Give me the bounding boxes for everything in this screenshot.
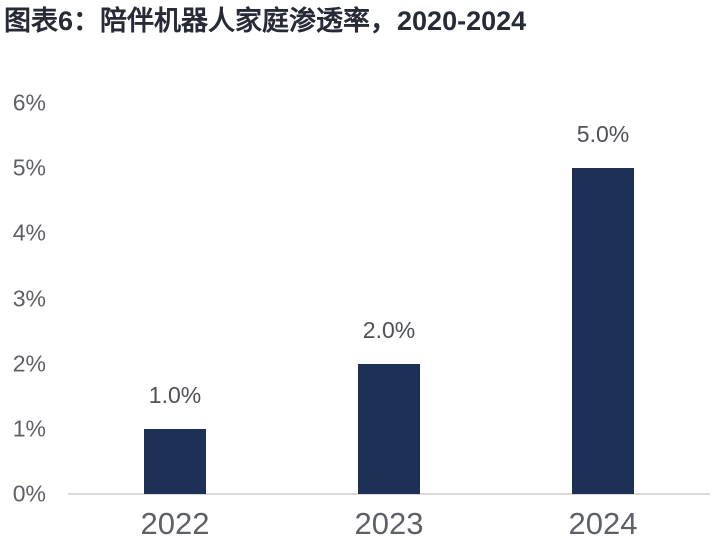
x-axis: 2022 2023 2024 (68, 506, 710, 546)
plot-area: 1.0% 2.0% 5.0% (68, 103, 710, 495)
bar-value-label: 2.0% (362, 316, 416, 343)
x-axis-line (68, 493, 710, 495)
y-tick-label: 6% (12, 89, 46, 116)
bar-value-label: 5.0% (576, 121, 630, 148)
bar-value-label: 1.0% (148, 381, 202, 408)
bar-2022 (144, 428, 206, 494)
y-tick-label: 1% (12, 415, 46, 442)
y-tick-label: 4% (12, 219, 46, 246)
y-tick-label: 0% (12, 480, 46, 507)
x-tick-label: 2022 (140, 506, 210, 541)
bar-2023 (358, 363, 420, 494)
chart-title: 图表6：陪伴机器人家庭渗透率，2020-2024 (4, 6, 527, 36)
y-tick-label: 2% (12, 350, 46, 377)
y-tick-label: 3% (12, 285, 46, 311)
x-tick-label: 2023 (354, 506, 424, 541)
y-tick-label: 5% (12, 154, 46, 181)
x-tick-label: 2024 (568, 506, 638, 541)
bar-2024 (572, 168, 634, 494)
y-axis: 0% 1% 2% 3% 4% 5% 6% (0, 91, 46, 505)
